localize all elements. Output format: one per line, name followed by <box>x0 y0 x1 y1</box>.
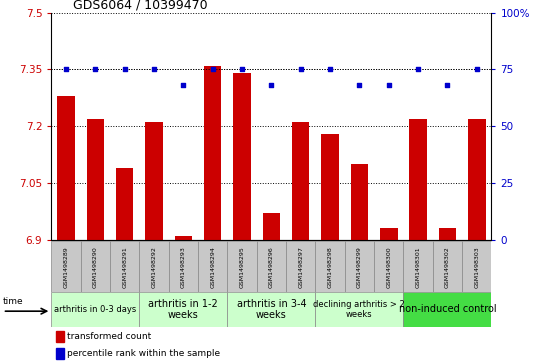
Point <box>62 66 70 72</box>
Bar <box>374 241 403 292</box>
Point <box>384 82 393 88</box>
Bar <box>139 241 168 292</box>
Bar <box>56 348 64 359</box>
Point <box>296 66 305 72</box>
Point <box>120 66 129 72</box>
Bar <box>198 241 227 292</box>
Bar <box>116 168 133 240</box>
Bar <box>57 96 75 240</box>
Bar <box>403 241 433 292</box>
Bar <box>409 119 427 240</box>
Point <box>443 82 451 88</box>
Text: non-induced control: non-induced control <box>399 305 496 314</box>
Point <box>91 66 100 72</box>
Point <box>179 82 188 88</box>
Bar <box>468 119 485 240</box>
Bar <box>292 122 309 240</box>
Text: GSM1498295: GSM1498295 <box>240 246 245 288</box>
Bar <box>204 66 221 240</box>
Bar <box>286 241 315 292</box>
Bar <box>462 241 491 292</box>
Text: time: time <box>3 297 23 306</box>
Bar <box>227 292 315 327</box>
Text: arthritis in 0-3 days: arthritis in 0-3 days <box>54 305 137 314</box>
Point <box>472 66 481 72</box>
Point <box>414 66 422 72</box>
Bar <box>315 241 345 292</box>
Bar <box>403 292 491 327</box>
Bar <box>110 241 139 292</box>
Text: GSM1498302: GSM1498302 <box>445 246 450 288</box>
Point <box>326 66 334 72</box>
Text: arthritis in 3-4
weeks: arthritis in 3-4 weeks <box>237 299 306 320</box>
Bar <box>80 241 110 292</box>
Text: GSM1498297: GSM1498297 <box>298 246 303 288</box>
Bar <box>433 241 462 292</box>
Bar <box>86 119 104 240</box>
Bar <box>438 228 456 240</box>
Text: GDS6064 / 10399470: GDS6064 / 10399470 <box>73 0 208 12</box>
Text: GSM1498293: GSM1498293 <box>181 246 186 288</box>
Bar <box>315 292 403 327</box>
Text: GSM1498294: GSM1498294 <box>210 246 215 288</box>
Text: GSM1498292: GSM1498292 <box>152 246 157 288</box>
Point <box>355 82 364 88</box>
Bar <box>168 241 198 292</box>
Text: GSM1498296: GSM1498296 <box>269 246 274 288</box>
Text: GSM1498289: GSM1498289 <box>64 246 69 288</box>
Bar <box>56 331 64 342</box>
Bar <box>256 241 286 292</box>
Bar <box>51 292 139 327</box>
Bar <box>233 73 251 240</box>
Bar <box>145 122 163 240</box>
Text: declining arthritis > 2
weeks: declining arthritis > 2 weeks <box>314 300 405 319</box>
Text: arthritis in 1-2
weeks: arthritis in 1-2 weeks <box>148 299 218 320</box>
Bar <box>227 241 256 292</box>
Point <box>267 82 276 88</box>
Text: GSM1498300: GSM1498300 <box>386 246 391 287</box>
Bar <box>345 241 374 292</box>
Bar <box>139 292 227 327</box>
Text: GSM1498298: GSM1498298 <box>328 246 333 288</box>
Text: percentile rank within the sample: percentile rank within the sample <box>67 349 220 358</box>
Bar <box>350 164 368 240</box>
Bar <box>380 228 397 240</box>
Bar <box>51 241 80 292</box>
Text: transformed count: transformed count <box>67 332 151 341</box>
Point <box>208 66 217 72</box>
Point <box>150 66 158 72</box>
Bar <box>262 213 280 240</box>
Text: GSM1498299: GSM1498299 <box>357 246 362 288</box>
Text: GSM1498290: GSM1498290 <box>93 246 98 288</box>
Point <box>238 66 246 72</box>
Bar <box>321 134 339 240</box>
Text: GSM1498303: GSM1498303 <box>474 246 479 288</box>
Text: GSM1498301: GSM1498301 <box>416 246 421 287</box>
Text: GSM1498291: GSM1498291 <box>122 246 127 288</box>
Bar <box>174 236 192 240</box>
